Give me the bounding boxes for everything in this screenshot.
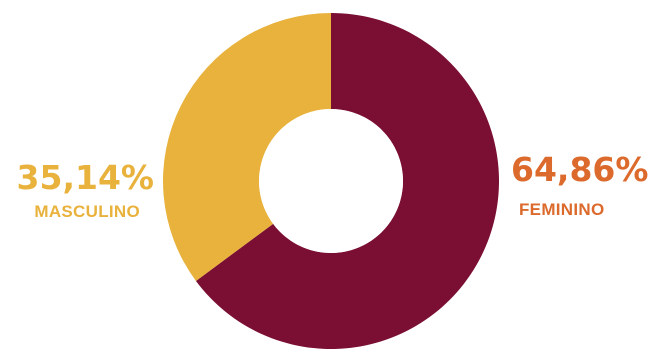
masculino-category-label: MASCULINO (34, 202, 140, 221)
masculino-slice (163, 13, 331, 281)
donut-hole (259, 109, 403, 253)
feminino-percentage-label: 64,86% (511, 150, 649, 189)
feminino-slice (195, 13, 499, 349)
feminino-category-label: FEMININO (519, 200, 605, 219)
masculino-percentage-label: 35,14% (16, 158, 154, 197)
